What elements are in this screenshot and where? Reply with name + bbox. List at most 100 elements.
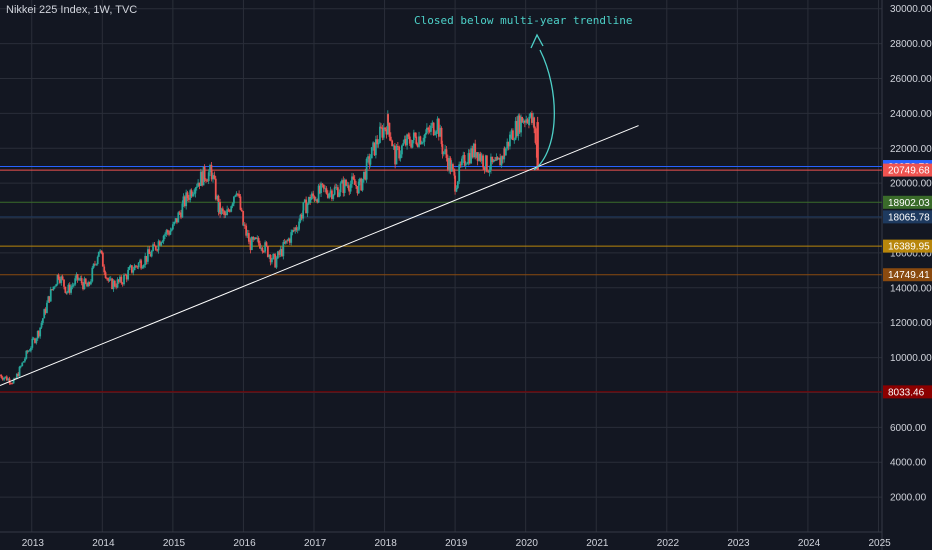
candle-body — [475, 152, 478, 158]
candle-body — [87, 282, 90, 287]
candle-body — [226, 209, 229, 216]
candle-body — [228, 210, 231, 212]
time-axis[interactable]: 2013 2014 2015 2016 2017 2018 2019 2020 2021 2022… — [22, 538, 891, 549]
candle-body — [11, 383, 14, 385]
candle-body — [214, 178, 217, 200]
candle-body — [406, 134, 408, 146]
candle-body — [412, 132, 415, 141]
candle-body — [423, 134, 426, 142]
candle-body — [27, 351, 30, 352]
candle-body — [256, 238, 259, 239]
candle-body — [210, 165, 213, 170]
candle-body — [313, 196, 316, 201]
candle-body — [319, 185, 321, 193]
candle-body — [201, 171, 204, 186]
candle-body — [230, 206, 233, 212]
level-price-label: 14749.41 — [888, 270, 930, 281]
candle-body — [272, 253, 275, 260]
candle-body — [360, 178, 363, 191]
level-price-label: 8033.46 — [888, 387, 925, 398]
price-tick-label: 10000.00 — [890, 353, 932, 364]
candle-body — [295, 227, 298, 230]
candle-body — [299, 214, 302, 222]
candle-body — [242, 224, 245, 226]
candle-body — [180, 212, 182, 218]
candle-body — [479, 153, 482, 161]
candle-body — [223, 211, 226, 216]
candle-body — [302, 210, 305, 219]
candle-body — [279, 249, 282, 255]
candle-body — [217, 202, 220, 212]
candle-body — [46, 302, 48, 313]
trendline[interactable] — [0, 125, 639, 386]
candle-body — [199, 171, 202, 186]
candle-body — [227, 209, 230, 211]
candle-body — [336, 187, 339, 197]
candle-body — [414, 132, 417, 137]
candle-body — [512, 130, 514, 141]
candle-body — [467, 153, 470, 164]
candle-body — [314, 199, 317, 201]
candle-body — [349, 183, 352, 192]
candle-body — [162, 235, 165, 242]
price-tick-label: 26000.00 — [890, 74, 932, 85]
candle-body — [41, 318, 44, 323]
candle-body — [5, 376, 8, 381]
candle-body — [94, 263, 96, 265]
candle-body — [302, 202, 305, 211]
candle-body — [192, 193, 194, 197]
candle-body — [410, 143, 413, 148]
candle-body — [364, 171, 367, 180]
candle-body — [120, 276, 123, 284]
candle-body — [427, 127, 430, 130]
candle-body — [494, 159, 496, 161]
candle-body — [3, 377, 5, 380]
candle-body — [333, 187, 336, 195]
candle-body — [353, 179, 356, 185]
candle-body — [59, 278, 61, 283]
candle-body — [48, 296, 51, 302]
candle-body — [169, 230, 172, 235]
candle-body — [7, 378, 10, 381]
candle-body — [116, 279, 119, 288]
candle-body — [492, 159, 495, 163]
candle-body — [72, 284, 75, 286]
candle-body — [513, 139, 516, 141]
candle-body — [253, 237, 256, 240]
candle-body — [440, 127, 443, 145]
candle-body — [324, 188, 327, 190]
candle-body — [224, 213, 227, 216]
candle-body — [485, 155, 488, 172]
candle-body — [484, 155, 487, 170]
candle-body — [282, 242, 285, 257]
candle-body — [165, 230, 168, 235]
candle-body — [206, 180, 209, 182]
time-tick-label: 2022 — [657, 538, 680, 549]
candle-body — [142, 265, 145, 268]
candle-body — [231, 203, 234, 207]
candles — [0, 110, 539, 385]
candle-body — [171, 224, 174, 230]
candle-body — [356, 186, 359, 194]
candle-body — [96, 256, 99, 264]
candle-body — [347, 185, 350, 190]
candle-body — [266, 246, 269, 257]
candle-body — [104, 272, 107, 278]
candle-body — [507, 141, 510, 147]
candle-body — [276, 251, 279, 259]
candle-body — [154, 245, 157, 250]
candle-body — [290, 232, 293, 243]
candle-body — [520, 116, 522, 133]
price-tick-label: 22000.00 — [890, 144, 932, 155]
candle-body — [303, 199, 306, 203]
candle-body — [523, 120, 526, 123]
price-axis[interactable]: 2000.004000.006000.008000.0010000.001200… — [883, 4, 932, 504]
candle-body — [435, 131, 438, 135]
candle-body — [288, 238, 291, 243]
candle-body — [156, 249, 159, 251]
candle-body — [309, 199, 312, 203]
candle-body — [454, 175, 457, 192]
candle-body — [422, 141, 424, 143]
time-tick-label: 2019 — [445, 538, 468, 549]
